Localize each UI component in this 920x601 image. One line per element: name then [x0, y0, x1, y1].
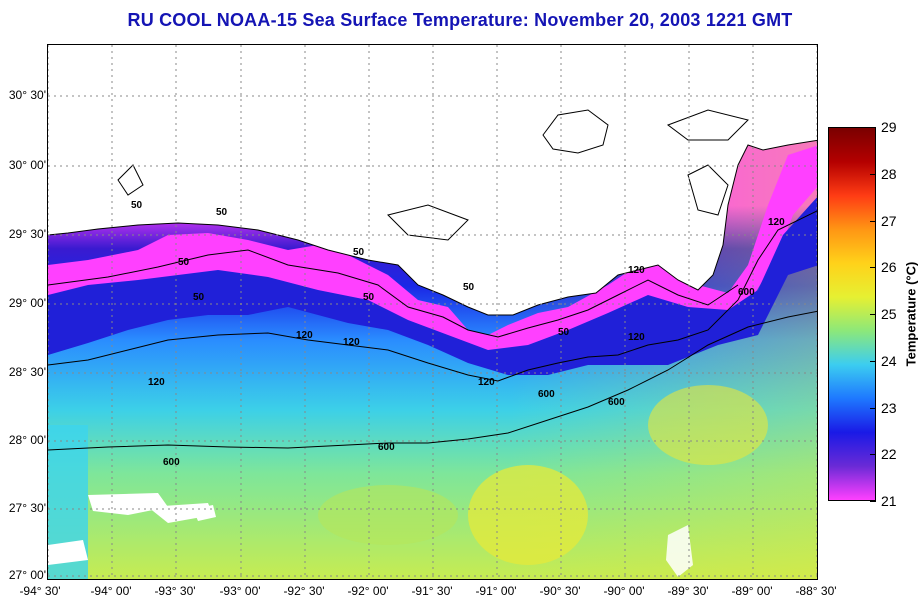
longitude-label: -89° 30': [667, 584, 709, 598]
latitude-label: 29° 30': [8, 227, 46, 241]
longitude-label: -88° 30': [795, 584, 837, 598]
latitude-label: 28° 30': [8, 365, 46, 379]
contour-label: 50: [463, 282, 475, 293]
longitude-label: -89° 00': [731, 584, 773, 598]
latitude-label: 30° 30': [8, 88, 46, 102]
contour-label: 600: [378, 442, 395, 453]
sst-map-canvas: 50 50 50 50 50 50 50 50 120 120 120 120 120 120 120 600…: [48, 45, 817, 579]
longitude-label: -94° 00': [90, 584, 132, 598]
coastline: [48, 139, 817, 316]
contour-label: 600: [738, 287, 755, 298]
cloud-patch: [48, 540, 88, 565]
longitude-label: -92° 00': [347, 584, 389, 598]
latitude-label: 27° 00': [8, 568, 46, 582]
colorbar-tick-label: 25: [881, 306, 897, 322]
colorbar-tick-label: 23: [881, 399, 897, 416]
colorbar-tick-label: 26: [881, 259, 897, 276]
colorbar-tick-mark: [870, 127, 876, 128]
bay-outline: [387, 204, 469, 241]
bay-outline: [542, 109, 609, 154]
contour-label: 600: [163, 457, 180, 468]
contour-label: 120: [478, 377, 495, 388]
graticule: [48, 45, 817, 579]
latitude-label: 28° 00': [8, 433, 46, 447]
contour-label: 600: [538, 389, 555, 400]
contour-label: 50: [363, 292, 375, 303]
bay-outline: [666, 109, 749, 141]
bay-outline: [687, 164, 729, 216]
longitude-label: -92° 30': [283, 584, 325, 598]
colorbar-tick-label: 24: [881, 352, 897, 369]
colorbar-tick-label: 28: [881, 165, 897, 182]
colorbar-tick-mark: [870, 501, 876, 502]
longitude-label: -93° 30': [154, 584, 196, 598]
colorbar-tick-mark: [870, 173, 876, 175]
contour-label: 50: [131, 200, 143, 211]
contour-label: 50: [216, 207, 228, 218]
contour-label: 120: [768, 217, 785, 228]
contour-labels: 50 50 50 50 50 50 50 50 120 120 120 120 120 120 120 600…: [131, 200, 785, 468]
contour-600m: [48, 310, 817, 451]
colorbar-tick-mark: [870, 360, 876, 362]
longitude-label: -90° 30': [539, 584, 581, 598]
colorbar-tick-label: 21: [881, 493, 897, 509]
cloud-patch: [666, 525, 693, 577]
contour-label: 120: [343, 337, 360, 348]
colorbar-label: Temperature (°C): [903, 261, 919, 367]
contour-label: 120: [628, 332, 645, 343]
temperature-colorbar: [828, 127, 876, 501]
colorbar-tick-mark: [870, 454, 876, 456]
cloud-patch: [148, 503, 213, 523]
sst-map: 50 50 50 50 50 50 50 50 120 120 120 120 120 120 120 600…: [47, 44, 818, 580]
colorbar-tick-mark: [870, 407, 876, 409]
contour-label: 120: [148, 377, 165, 388]
contour-label: 50: [558, 327, 570, 338]
colorbar-tick-mark: [870, 220, 876, 222]
map-title: RU COOL NOAA-15 Sea Surface Temperature:…: [127, 10, 793, 30]
longitude-label: -90° 00': [603, 584, 645, 598]
colorbar-tick-mark: [870, 314, 876, 315]
colorbar-tick-label: 29: [881, 119, 897, 135]
cold-shelf-water: [48, 197, 817, 375]
contour-label: 600: [608, 397, 625, 408]
longitude-label: -91° 30': [411, 584, 453, 598]
contour-label: 50: [353, 247, 365, 258]
longitude-label: -94° 30': [19, 584, 61, 598]
latitude-label: 30° 00': [8, 158, 46, 172]
bay-outline: [117, 164, 144, 196]
colorbar-tick-mark: [870, 267, 876, 269]
contour-label: 50: [178, 257, 190, 268]
latitude-label: 29° 00': [8, 296, 46, 310]
contour-50m: [48, 249, 739, 338]
longitude-label: -91° 00': [475, 584, 517, 598]
contour-120m: [48, 210, 817, 382]
contour-label: 120: [628, 265, 645, 276]
contour-label: 120: [296, 330, 313, 341]
colorbar-tick-label: 27: [881, 212, 897, 229]
colorbar-tick-label: 22: [881, 446, 897, 463]
longitude-label: -93° 00': [219, 584, 261, 598]
contour-label: 50: [193, 292, 205, 303]
latitude-label: 27° 30': [8, 501, 46, 515]
